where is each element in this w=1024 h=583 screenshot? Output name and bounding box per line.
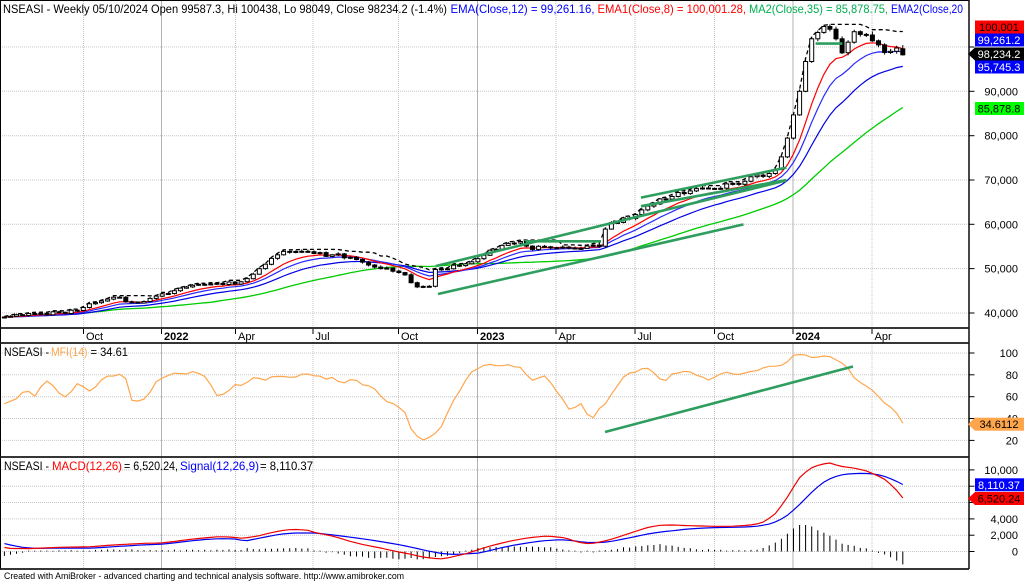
- svg-text:100,001: 100,001: [979, 22, 1019, 34]
- svg-text:Apr: Apr: [875, 331, 892, 343]
- svg-text:2023: 2023: [480, 331, 504, 343]
- svg-text:Signal(12,26,9): Signal(12,26,9): [180, 459, 259, 473]
- svg-text:Jul: Jul: [316, 331, 330, 343]
- svg-text:90,000: 90,000: [984, 86, 1018, 98]
- svg-text:= 6,520.24,: = 6,520.24,: [124, 459, 178, 473]
- svg-text:80,000: 80,000: [984, 131, 1018, 143]
- svg-text:10,000: 10,000: [984, 465, 1018, 477]
- svg-text:Apr: Apr: [238, 331, 255, 343]
- svg-text:Oct: Oct: [717, 331, 734, 343]
- svg-text:85,878.8: 85,878.8: [978, 104, 1021, 116]
- svg-text:34.6112: 34.6112: [980, 419, 1019, 431]
- svg-text:Oct: Oct: [86, 331, 103, 343]
- svg-text:60: 60: [1006, 392, 1018, 404]
- svg-text:EMA1(Close,8) = 100,001.28,: EMA1(Close,8) = 100,001.28,: [598, 2, 747, 16]
- svg-text:= 8,110.37: = 8,110.37: [260, 459, 313, 473]
- svg-text:NSEASI - Weekly 05/10/2024 Ope: NSEASI - Weekly 05/10/2024 Open 99587.3,…: [3, 2, 447, 16]
- svg-text:NSEASI -: NSEASI -: [4, 345, 49, 359]
- svg-text:EMA2(Close,20: EMA2(Close,20: [891, 2, 963, 16]
- svg-text:100: 100: [1000, 348, 1018, 360]
- svg-text:70,000: 70,000: [984, 175, 1018, 187]
- svg-text:8,110.37: 8,110.37: [978, 480, 1020, 492]
- svg-text:Jul: Jul: [638, 331, 652, 343]
- svg-text:60,000: 60,000: [984, 219, 1018, 231]
- svg-text:MA2(Close,35) = 85,878.75,: MA2(Close,35) = 85,878.75,: [749, 2, 888, 16]
- svg-text:Apr: Apr: [559, 331, 576, 343]
- svg-text:20: 20: [1006, 435, 1018, 447]
- svg-text:40,000: 40,000: [984, 308, 1018, 320]
- svg-text:4,000: 4,000: [990, 514, 1018, 526]
- svg-text:50,000: 50,000: [984, 264, 1018, 276]
- svg-text:Oct: Oct: [401, 331, 418, 343]
- svg-text:99,261.2: 99,261.2: [978, 35, 1021, 47]
- svg-text:EMA(Close,12) = 99,261.16,: EMA(Close,12) = 99,261.16,: [451, 2, 595, 16]
- svg-text:80: 80: [1006, 370, 1018, 382]
- svg-text:6,520.24: 6,520.24: [978, 494, 1021, 506]
- svg-text:95,745.3: 95,745.3: [978, 62, 1021, 74]
- svg-text:2024: 2024: [796, 331, 821, 343]
- svg-text:= 34.61: = 34.61: [91, 345, 129, 359]
- svg-text:98,234.2: 98,234.2: [978, 49, 1021, 61]
- svg-text:2,000: 2,000: [990, 530, 1018, 542]
- svg-text:MFI(14): MFI(14): [51, 345, 88, 359]
- svg-text:Created with AmiBroker - advan: Created with AmiBroker - advanced charti…: [4, 571, 404, 582]
- svg-text:2022: 2022: [164, 331, 188, 343]
- svg-text:MACD(12,26): MACD(12,26): [52, 459, 122, 473]
- svg-text:NSEASI -: NSEASI -: [4, 459, 49, 473]
- svg-text:0: 0: [1012, 547, 1018, 559]
